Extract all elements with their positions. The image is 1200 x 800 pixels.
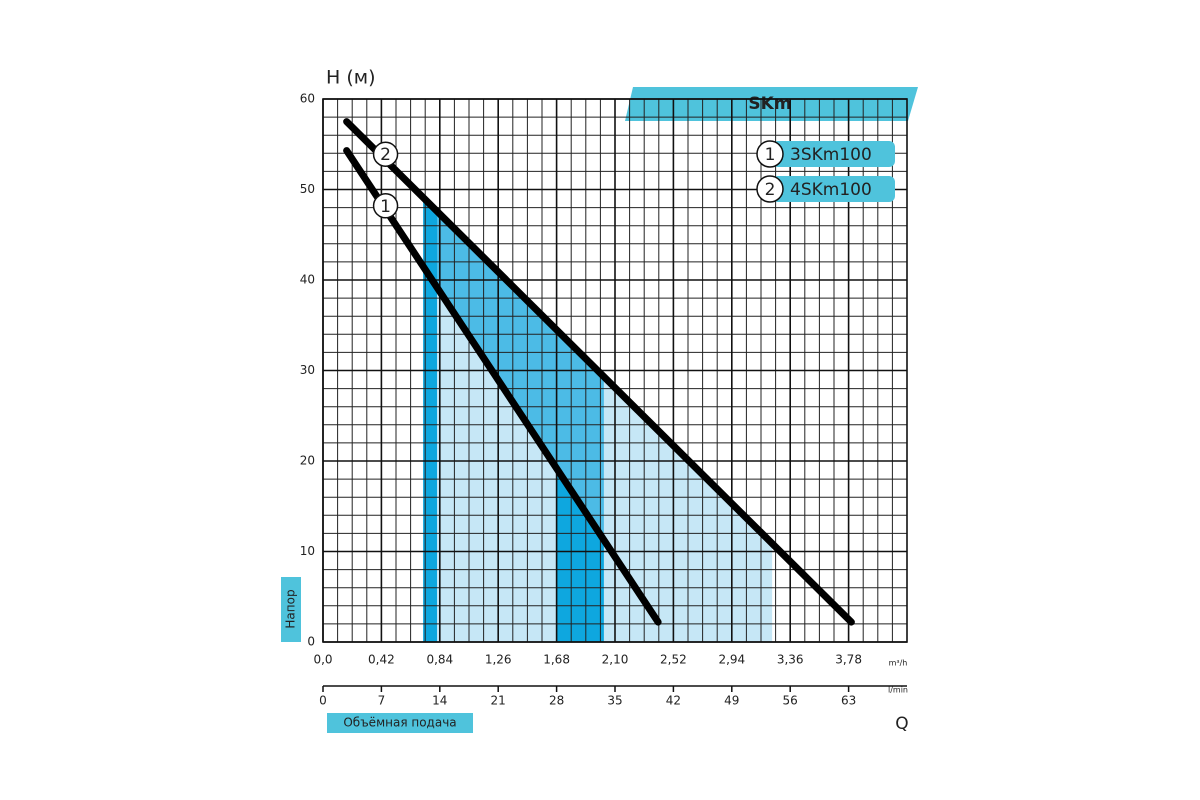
x2-tick-label: 7	[378, 694, 386, 708]
x2-unit: l/min	[888, 686, 908, 695]
x2-tick-label: 28	[549, 694, 564, 708]
legend-marker	[756, 175, 784, 203]
y-tick-label: 20	[300, 454, 315, 468]
y-axis-label: H (м)	[326, 67, 376, 89]
x-tick-label: 3,36	[777, 653, 804, 667]
x-tick-label: 0,0	[313, 653, 332, 667]
legend-marker-label: 2	[765, 180, 776, 200]
legend-label: 4SKm100	[790, 180, 872, 200]
x2-tick-label: 0	[319, 694, 327, 708]
series-line-label: 1	[380, 197, 391, 217]
plot-border	[322, 98, 908, 643]
x-tick-label: 3,78	[835, 653, 862, 667]
series-line	[343, 118, 855, 626]
title-banner	[625, 87, 918, 121]
legend-pill	[772, 176, 895, 202]
series-line	[343, 147, 662, 626]
y-tick-label: 50	[300, 182, 315, 196]
y-tick-label: 0	[307, 635, 315, 649]
y-tick-label: 10	[300, 544, 315, 558]
x-axis-label: Объёмная подача	[343, 716, 456, 730]
x-tick-label: 0,84	[426, 653, 453, 667]
shaded-region	[556, 468, 604, 642]
x-tick-label: 2,10	[602, 653, 629, 667]
x-tick-label: 2,94	[718, 653, 745, 667]
legend-marker-label: 1	[765, 145, 776, 165]
x-tick-label: 1,68	[543, 653, 570, 667]
shaded-region	[437, 211, 604, 540]
series-line-marker	[372, 141, 399, 167]
x2-tick-label: 49	[724, 694, 739, 708]
x-label-box	[327, 713, 473, 733]
chart-title: SKm	[748, 94, 791, 114]
x-tick-label: 1,26	[485, 653, 512, 667]
x2-tick-label: 56	[783, 694, 798, 708]
x-tick-label: 0,42	[368, 653, 395, 667]
legend-label: 3SKm100	[790, 145, 872, 165]
y-tick-label: 60	[300, 92, 315, 106]
x2-tick-label: 42	[666, 694, 681, 708]
x2-tick-label: 63	[841, 694, 856, 708]
x2-tick-label: 35	[607, 694, 622, 708]
shaded-region	[423, 197, 438, 642]
x2-tick-label: 14	[432, 694, 447, 708]
y-tick-label: 40	[300, 273, 315, 287]
x2-label: Q	[895, 714, 908, 734]
x-unit: m³/h	[889, 659, 908, 668]
legend-pill	[772, 141, 895, 167]
legend-marker	[756, 140, 784, 168]
x2-tick-label: 21	[491, 694, 506, 708]
y-tick-label: 30	[300, 363, 315, 377]
x-tick-label: 2,52	[660, 653, 687, 667]
y-side-label-box	[281, 577, 301, 642]
series-line-marker	[372, 193, 399, 219]
y-side-label: Напор	[284, 589, 298, 628]
series-line-label: 2	[380, 145, 391, 165]
